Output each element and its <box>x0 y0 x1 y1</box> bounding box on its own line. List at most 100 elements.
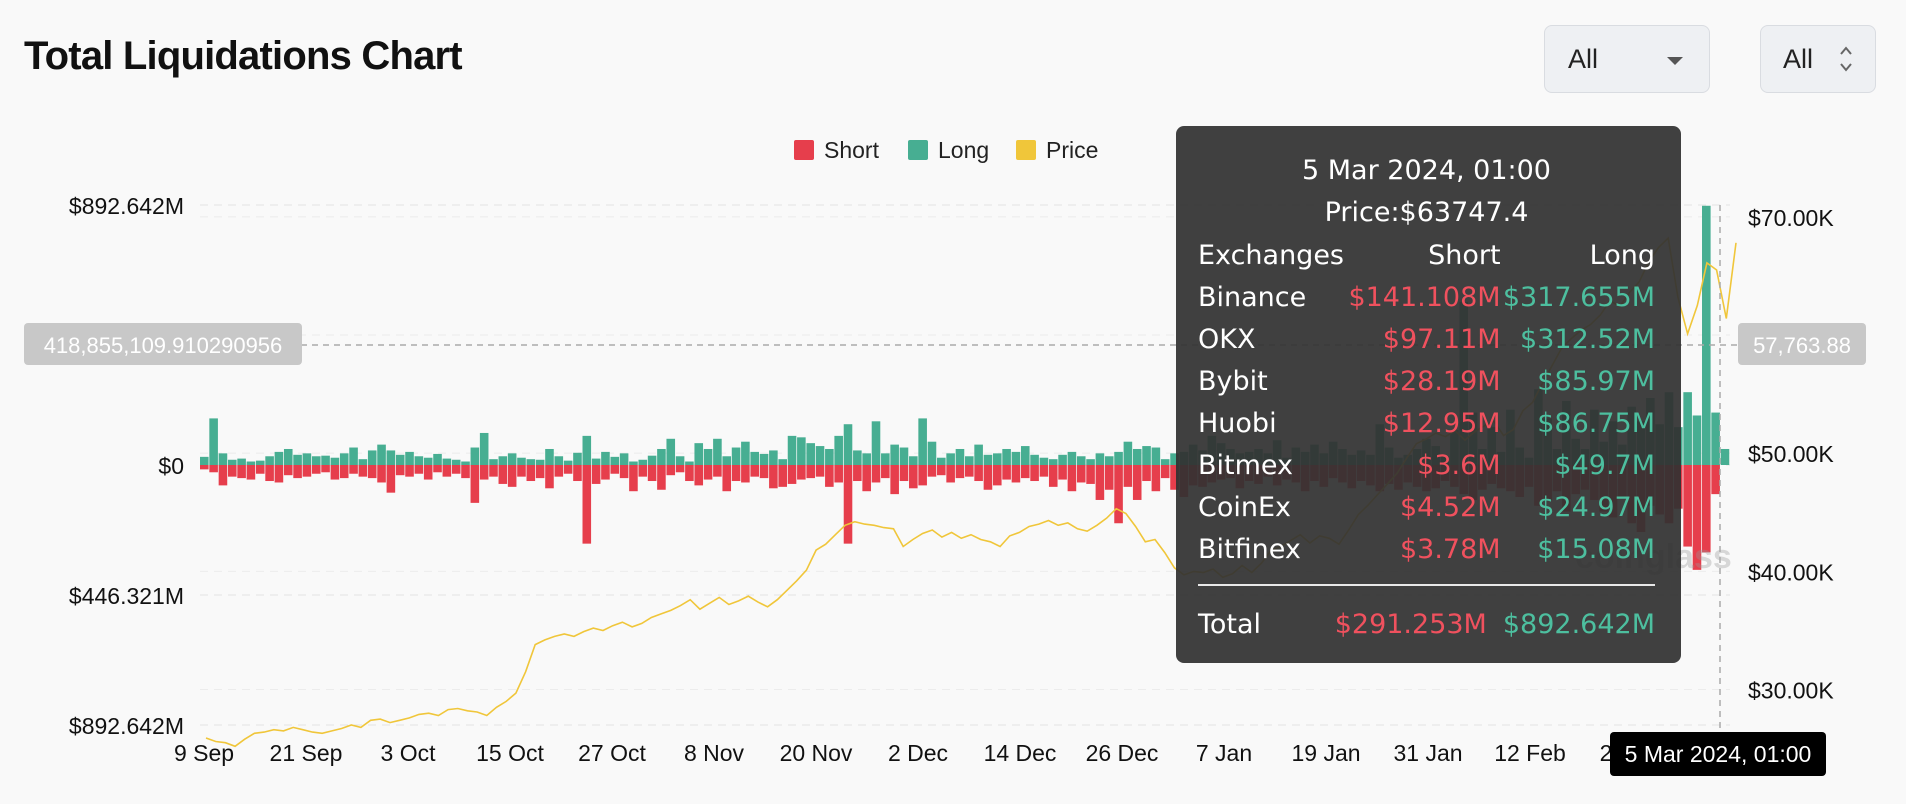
short-bar <box>675 465 685 473</box>
tooltip-short-value: $28.19M <box>1382 365 1501 397</box>
short-bar <box>909 465 918 489</box>
short-bar <box>517 465 526 477</box>
short-bar <box>918 465 927 486</box>
long-bar <box>237 458 246 465</box>
long-bar <box>825 448 834 465</box>
crosshair-right-label-bg <box>1738 323 1866 365</box>
tooltip-short-value: $141.108M <box>1348 281 1501 313</box>
tooltip-row: OKX $97.11M $312.52M <box>1198 318 1655 360</box>
legend-label: Long <box>938 137 989 163</box>
long-bar <box>1020 446 1030 465</box>
short-bar <box>274 465 284 483</box>
x-tick-label: 20 Nov <box>780 740 853 766</box>
timeframe-select[interactable]: All <box>1760 25 1876 93</box>
tooltip-long-value: $317.655M <box>1502 281 1655 313</box>
short-bar <box>927 465 937 477</box>
short-bar <box>339 465 349 479</box>
legend-swatch <box>794 140 814 160</box>
short-bar <box>545 465 554 489</box>
long-bar <box>1692 415 1702 465</box>
long-bar <box>1720 448 1730 465</box>
short-bar <box>1711 465 1720 495</box>
long-bar <box>1132 448 1142 465</box>
tooltip-long-value: $49.7M <box>1554 449 1655 481</box>
short-bar <box>451 465 461 474</box>
long-bar <box>871 421 881 465</box>
short-bar <box>237 465 246 479</box>
short-bar <box>1702 465 1711 553</box>
long-bar <box>255 460 265 465</box>
long-bar <box>573 452 582 465</box>
x-tick-label: 21 Sep <box>270 740 343 766</box>
short-bar <box>209 465 218 473</box>
x-tick-label: 14 Dec <box>984 740 1057 766</box>
long-bar <box>433 453 442 465</box>
long-bar <box>274 451 284 465</box>
x-tick-label: 3 Oct <box>381 740 437 766</box>
short-bar <box>218 465 228 486</box>
long-bar <box>1170 453 1179 465</box>
short-bar <box>1020 465 1030 479</box>
short-bar <box>1067 465 1077 492</box>
tooltip-short-value: $3.6M <box>1417 449 1501 481</box>
short-bar <box>843 465 853 544</box>
long-bar <box>246 461 256 465</box>
short-bar <box>806 465 815 479</box>
tooltip-row: Binance $141.108M $317.655M <box>1198 276 1655 318</box>
short-bar <box>255 465 265 474</box>
short-bar <box>582 465 592 544</box>
long-bar <box>339 453 349 465</box>
long-bar <box>563 460 573 465</box>
long-bar <box>591 458 601 465</box>
tooltip-row: Bybit $28.19M $85.97M <box>1198 360 1655 402</box>
long-bar <box>937 457 946 465</box>
tooltip-long-value: $85.97M <box>1537 365 1655 397</box>
exchange-select[interactable]: All <box>1544 25 1710 93</box>
short-bar <box>685 465 694 482</box>
short-bar <box>293 465 302 479</box>
short-bar <box>321 465 330 473</box>
short-bar <box>834 465 843 483</box>
tooltip-total-row: Total $291.253M $892.642M <box>1198 596 1655 652</box>
short-bar <box>1095 465 1105 500</box>
x-tick-label: 2 <box>1600 740 1613 766</box>
tooltip-exchange: Bybit <box>1198 365 1268 397</box>
tooltip-exchange: Bitmex <box>1198 449 1294 481</box>
long-bar <box>1067 451 1077 465</box>
short-bar <box>769 465 778 489</box>
short-bar <box>1170 465 1179 490</box>
short-bar <box>423 465 433 480</box>
long-bar <box>358 459 368 465</box>
short-bar <box>442 465 452 477</box>
long-bar <box>1002 448 1011 465</box>
short-bar <box>507 465 517 487</box>
short-bar <box>974 465 983 482</box>
short-bar <box>965 465 974 477</box>
crosshair-right-label: 57,763.88 <box>1753 333 1851 358</box>
short-bar <box>694 465 704 486</box>
long-bar <box>1142 446 1151 465</box>
short-bar <box>825 465 834 487</box>
long-bar <box>321 455 330 465</box>
short-bar <box>890 465 899 495</box>
short-bar <box>703 465 713 480</box>
legend-swatch <box>908 140 928 160</box>
long-bar <box>881 453 890 465</box>
tooltip-row: Bitmex $3.6M $49.7M <box>1198 444 1655 486</box>
long-bar <box>647 455 657 465</box>
short-bar <box>657 465 666 490</box>
tooltip-long-value: $312.52M <box>1520 323 1655 355</box>
x-tick-label: 19 Jan <box>1291 740 1360 766</box>
short-bar <box>731 465 741 482</box>
long-bar <box>666 438 676 465</box>
long-bar <box>451 459 461 465</box>
legend-swatch <box>1016 140 1036 160</box>
short-bar <box>1683 465 1692 547</box>
long-bar <box>815 446 825 465</box>
short-bar <box>871 465 881 483</box>
short-bar <box>1030 465 1039 482</box>
tooltip-col-long: Long <box>1589 239 1655 271</box>
legend-label: Short <box>824 137 880 163</box>
long-bar <box>377 444 386 465</box>
long-bar <box>806 443 815 465</box>
